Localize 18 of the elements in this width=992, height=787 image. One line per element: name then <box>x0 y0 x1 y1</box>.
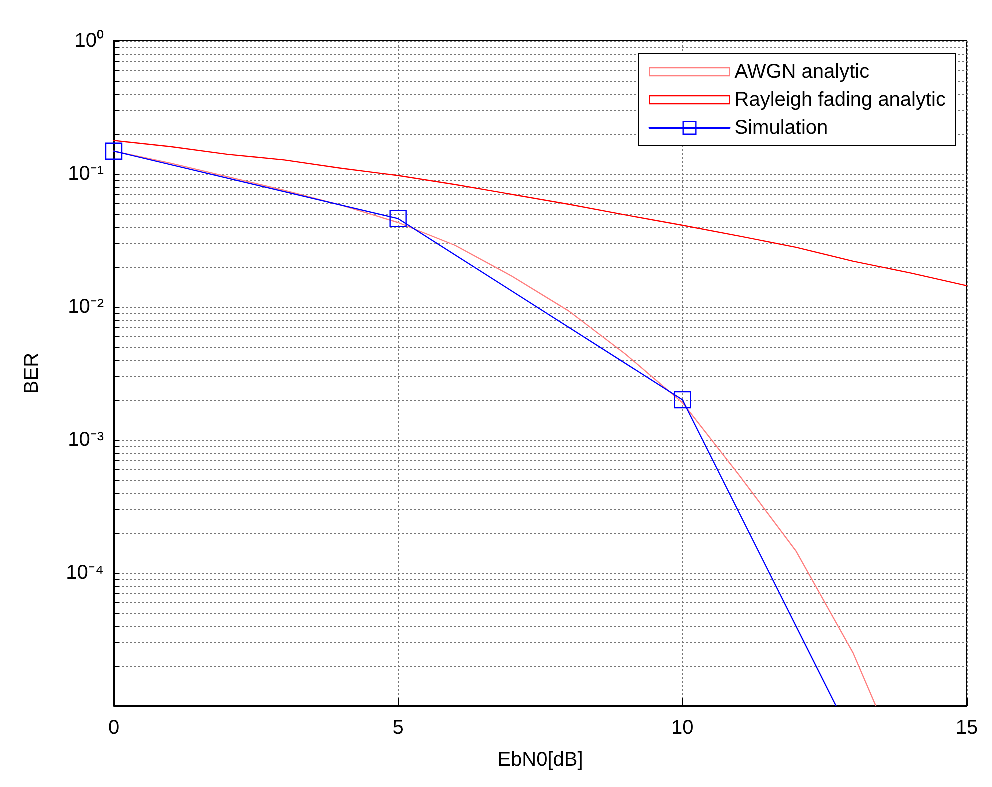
legend-label: AWGN analytic <box>734 61 870 83</box>
line-series <box>113 140 968 287</box>
y-tick-label: 10⁻² <box>68 296 104 318</box>
x-tick-label: 15 <box>956 717 978 739</box>
x-tick-label: 0 <box>108 717 120 739</box>
y-tick-label: 10⁰ <box>74 29 104 52</box>
x-tick-label: 5 <box>392 717 404 739</box>
point <box>390 210 407 228</box>
point <box>105 142 123 160</box>
x-axis-title: EbN0[dB] <box>498 749 584 771</box>
y-tick-label: 10⁻⁴ <box>66 562 104 584</box>
y-tick-label: 10⁻¹ <box>68 163 104 185</box>
point <box>674 391 692 409</box>
legend-label: Simulation <box>734 117 828 139</box>
y-tick-label: 10⁻³ <box>68 429 104 451</box>
y-axis-title: BER <box>21 352 43 394</box>
x-tick-label: 10 <box>672 717 694 739</box>
legend-label: Rayleigh fading analytic <box>734 89 946 111</box>
